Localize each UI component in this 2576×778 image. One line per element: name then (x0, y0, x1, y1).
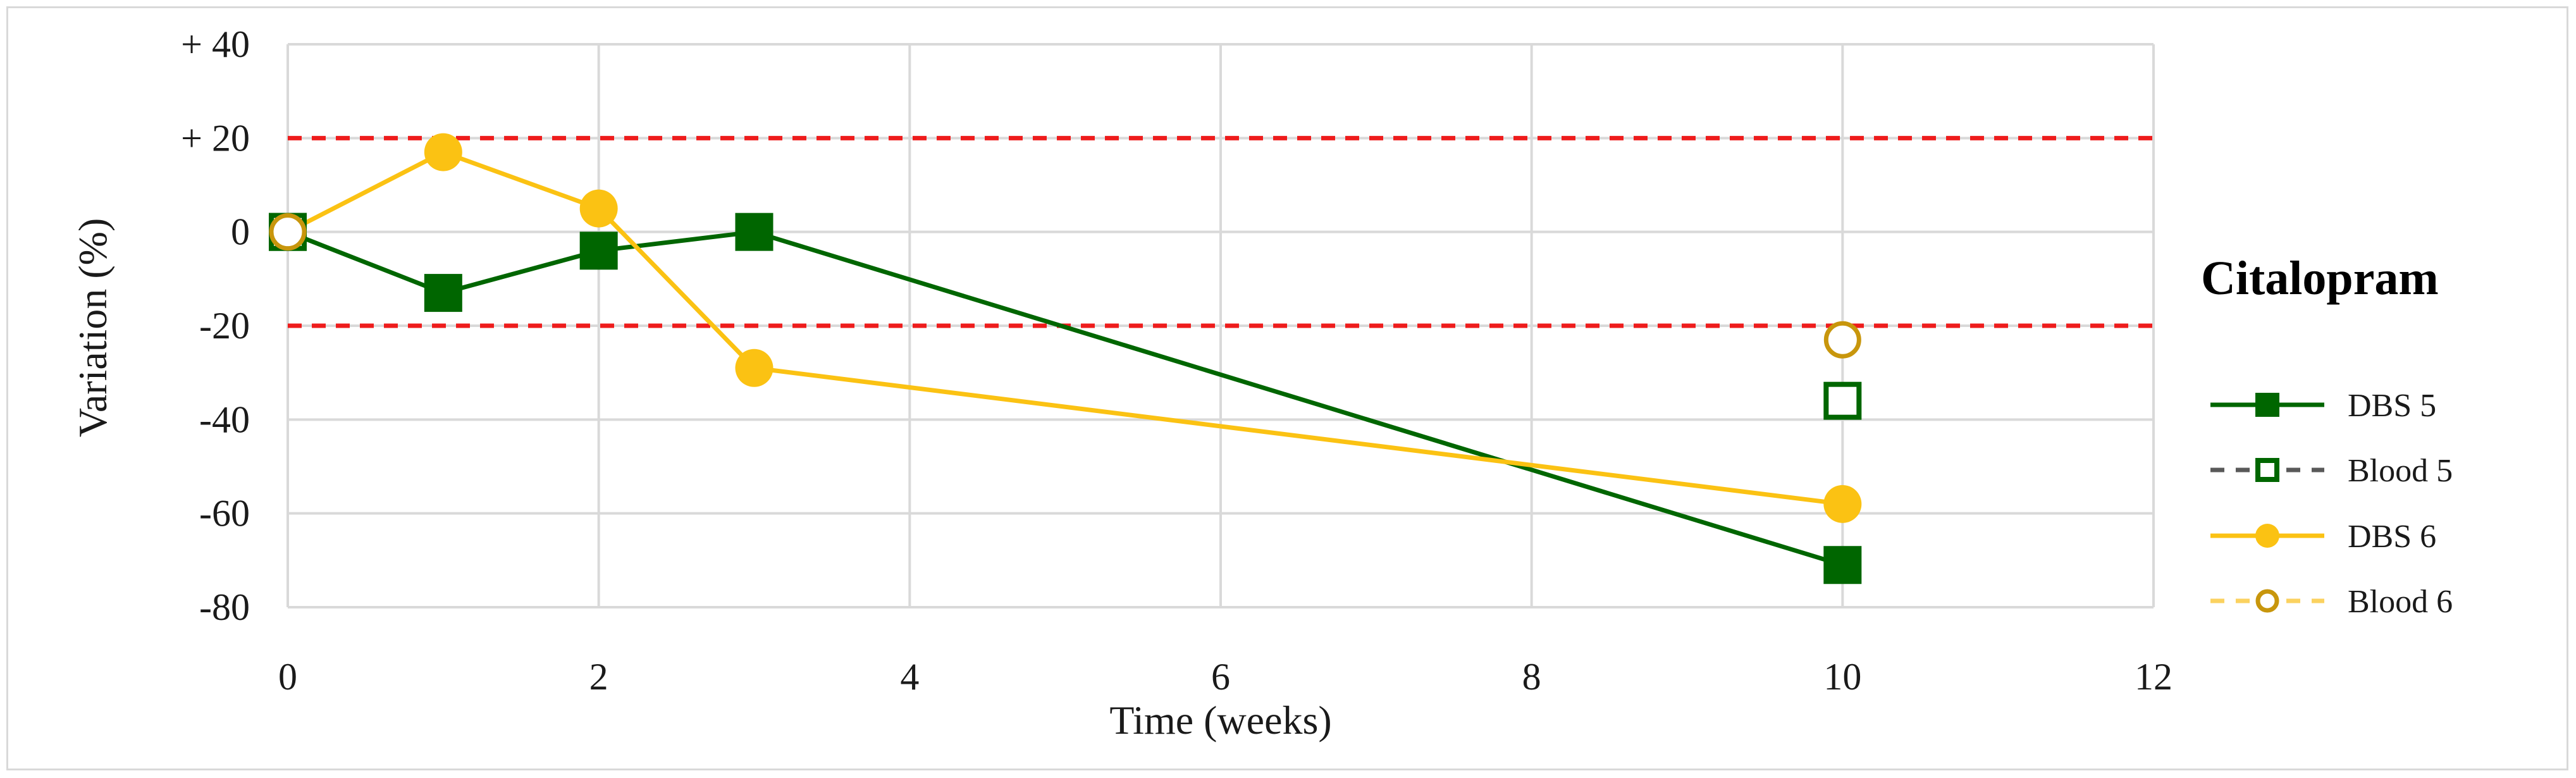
y-tick-labels: + 40 + 20 0 -20 -40 -60 -80 (181, 23, 250, 628)
legend-label: DBS 5 (2348, 388, 2436, 424)
y-tick-label: -60 (199, 493, 250, 534)
x-tick-label: 0 (278, 656, 297, 698)
y-axis-title: Variation (%) (70, 218, 115, 438)
x-tick-label: 12 (2135, 656, 2172, 698)
series-lines (287, 150, 1844, 567)
series-markers (269, 133, 1862, 584)
data-point (1823, 546, 1862, 584)
legend-title: Citalopram (2201, 252, 2439, 305)
series-line (287, 230, 1844, 567)
data-point (579, 189, 618, 228)
data-point (735, 349, 773, 387)
legend-marker (2255, 524, 2279, 548)
x-axis-title: Time (weeks) (1109, 698, 1331, 743)
legend-marker (2255, 589, 2279, 613)
chart-frame (6, 6, 2568, 770)
y-tick-label: 0 (231, 211, 250, 253)
data-point (1823, 485, 1862, 523)
y-tick-label: + 20 (181, 117, 250, 159)
x-tick-label: 8 (1522, 656, 1541, 698)
data-point (1823, 381, 1862, 420)
x-tick-label: 4 (900, 656, 919, 698)
grid-lines (287, 43, 2155, 608)
legend: DBS 5 Blood 5 DBS 6 Blood 6 (2210, 388, 2453, 620)
data-point (424, 274, 462, 312)
legend-label: Blood 5 (2348, 453, 2453, 489)
data-point (269, 213, 307, 251)
x-tick-labels: 0 2 4 6 8 10 12 (278, 656, 2172, 698)
x-tick-label: 6 (1211, 656, 1230, 698)
y-tick-label: -80 (199, 586, 250, 628)
y-tick-label: + 40 (181, 23, 250, 65)
data-point (1823, 321, 1861, 359)
x-tick-label: 2 (589, 656, 608, 698)
data-point (735, 213, 773, 251)
legend-label: Blood 6 (2348, 584, 2453, 620)
data-point (424, 133, 462, 171)
legend-marker (2255, 393, 2279, 417)
y-tick-label: -20 (199, 305, 250, 347)
legend-marker (2255, 458, 2279, 482)
x-tick-label: 10 (1823, 656, 1861, 698)
data-point (579, 232, 618, 270)
legend-label: DBS 6 (2348, 519, 2436, 555)
y-tick-label: -40 (199, 398, 250, 440)
